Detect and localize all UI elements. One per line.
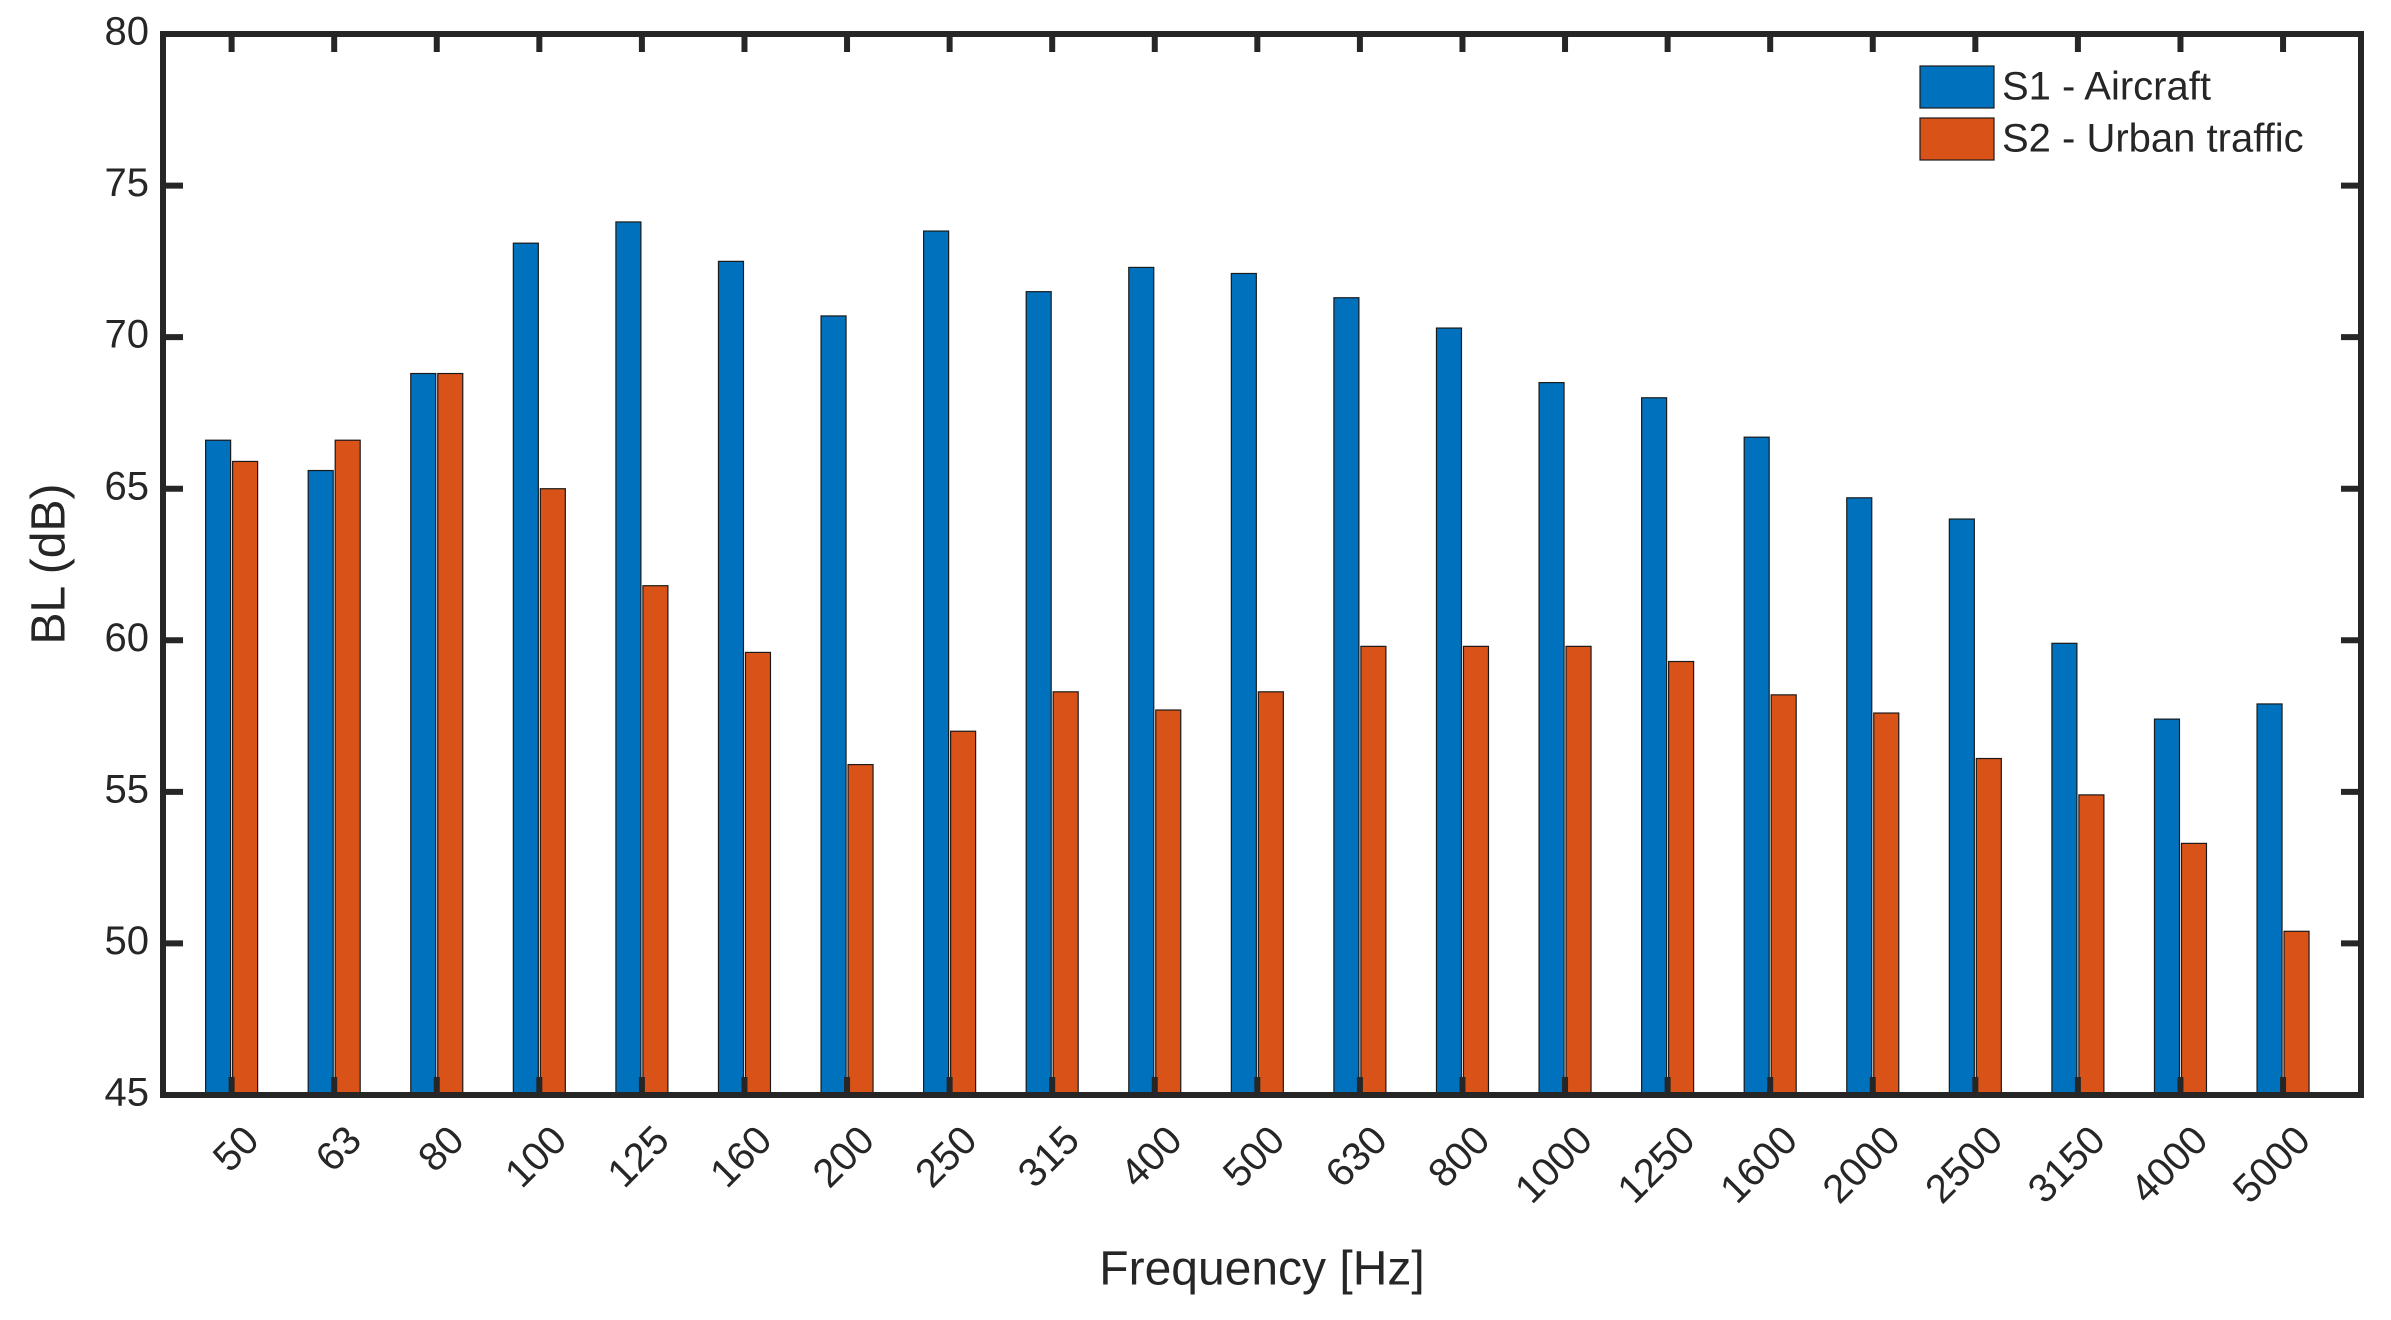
bar <box>307 469 334 1096</box>
legend-label: S1 - Aircraft <box>2002 65 2211 109</box>
x-tick-label: 1600 <box>1712 1118 1806 1212</box>
bar <box>1230 272 1257 1096</box>
bar <box>615 221 642 1096</box>
x-tick-label: 125 <box>599 1118 677 1196</box>
bar <box>1025 291 1052 1096</box>
x-tick-label: 315 <box>1010 1118 1088 1196</box>
bar <box>1538 382 1565 1096</box>
bar <box>2256 703 2283 1096</box>
bar <box>1565 645 1592 1096</box>
bar <box>1668 660 1695 1096</box>
x-tick-label: 100 <box>497 1118 575 1196</box>
legend-swatch <box>1919 117 1995 161</box>
y-tick-label: 65 <box>105 464 150 508</box>
bar <box>1641 397 1668 1096</box>
bar <box>820 315 847 1096</box>
x-tick-label: 630 <box>1317 1118 1395 1196</box>
bar <box>1846 497 1873 1096</box>
bar <box>2180 842 2208 1096</box>
bar <box>2078 794 2105 1096</box>
x-tick-label: 1000 <box>1507 1118 1601 1212</box>
y-tick-label: 75 <box>105 161 150 205</box>
y-tick-label: 50 <box>105 919 150 963</box>
x-tick-label: 50 <box>205 1118 268 1181</box>
bar <box>1873 712 1900 1096</box>
bar <box>1155 709 1182 1096</box>
x-tick-label: 5000 <box>2225 1118 2319 1212</box>
x-tick-label: 800 <box>1420 1118 1498 1196</box>
x-tick-label: 400 <box>1112 1118 1190 1196</box>
x-tick-label: 250 <box>907 1118 985 1196</box>
x-tick-label: 200 <box>805 1118 883 1196</box>
bar <box>1770 694 1797 1096</box>
bar <box>923 230 950 1096</box>
bar <box>539 488 566 1096</box>
legend-label: S2 - Urban traffic <box>2002 117 2304 161</box>
bar <box>334 439 361 1096</box>
y-tick-label: 45 <box>105 1071 150 1115</box>
bar <box>410 372 437 1096</box>
bar <box>1333 297 1360 1096</box>
bar <box>717 260 745 1096</box>
bar <box>744 651 772 1096</box>
y-axis-label: BL (dB) <box>23 484 76 645</box>
x-tick-label: 2000 <box>1815 1118 1909 1212</box>
bar <box>205 439 232 1096</box>
y-tick-label: 80 <box>105 10 150 54</box>
x-tick-label: 2500 <box>1917 1118 2011 1212</box>
bar <box>1462 645 1490 1096</box>
bar <box>1948 518 1975 1096</box>
bar <box>847 763 874 1096</box>
bar <box>1360 645 1387 1096</box>
legend-swatch <box>1919 65 1995 109</box>
bar <box>1128 266 1155 1096</box>
x-tick-label: 4000 <box>2122 1118 2216 1212</box>
bar <box>1975 757 2002 1096</box>
bar <box>2153 718 2181 1096</box>
bar <box>512 242 539 1096</box>
x-tick-label: 80 <box>410 1118 473 1181</box>
bar <box>2051 642 2078 1096</box>
bar <box>1743 436 1770 1096</box>
bar <box>1257 691 1284 1096</box>
x-tick-label: 3150 <box>2020 1118 2114 1212</box>
x-axis-label: Frequency [Hz] <box>1099 1243 1424 1296</box>
bar <box>642 585 669 1096</box>
bar <box>232 460 259 1096</box>
y-tick-label: 70 <box>105 313 150 357</box>
bar <box>950 730 977 1096</box>
bar <box>1435 327 1463 1096</box>
bar <box>1052 691 1079 1096</box>
bar <box>437 372 464 1096</box>
y-tick-label: 55 <box>105 767 150 811</box>
x-tick-label: 160 <box>702 1118 780 1196</box>
x-tick-label: 500 <box>1215 1118 1293 1196</box>
bar <box>2283 930 2310 1096</box>
y-tick-label: 60 <box>105 616 150 660</box>
x-tick-label: 1250 <box>1609 1118 1703 1212</box>
plot-frame <box>160 31 2364 1098</box>
x-tick-label: 63 <box>307 1118 370 1181</box>
